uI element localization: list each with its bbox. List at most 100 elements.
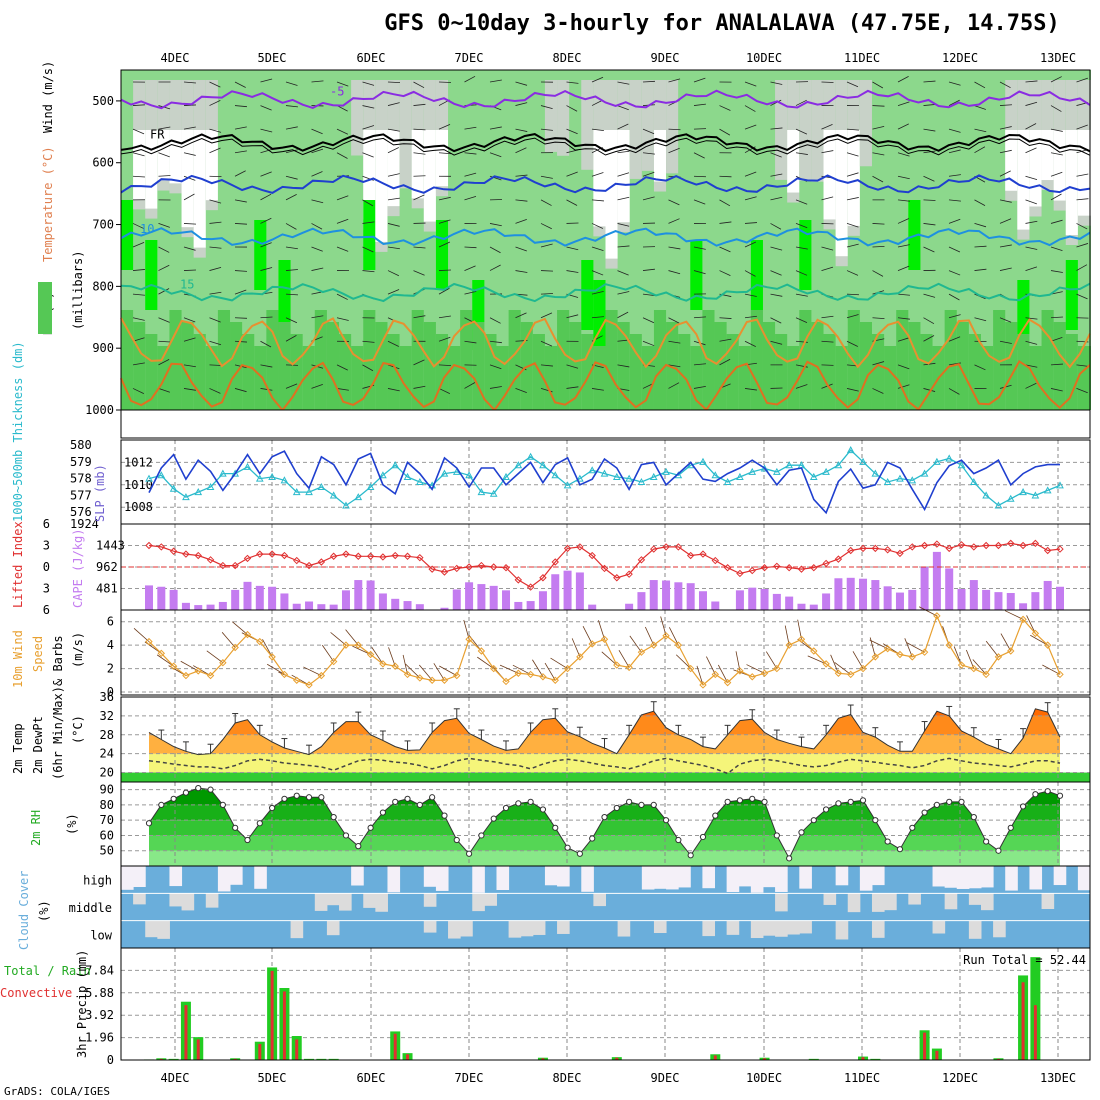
temp-2m-panel: 20 24 28 32 36 (100, 690, 1091, 783)
barb-29-3 (872, 152, 885, 156)
rh-low-31 (496, 346, 510, 410)
cloud-cell-2-54 (775, 920, 788, 937)
lifted-tick-4: 6 (43, 603, 50, 617)
cape-bar-51 (772, 593, 781, 610)
slp-line (148, 450, 1060, 515)
rh-low-51 (738, 346, 752, 410)
cape-bar-16 (341, 590, 350, 610)
barb-34-11 (999, 340, 1012, 344)
top-date-5: 9DEC (651, 51, 680, 65)
thickness-point-5 (206, 482, 215, 491)
dewpoint-line (148, 757, 1061, 775)
barb-1-12 (158, 358, 170, 366)
rh-low-42 (629, 334, 643, 410)
barb-27-10 (821, 315, 834, 319)
rh-low-43 (641, 346, 655, 410)
barb-6-2 (285, 126, 298, 130)
cloud-cell-2-70 (968, 920, 982, 939)
rh-verydry-21 (375, 130, 389, 242)
barb-15-6 (515, 218, 527, 224)
rh-low-57 (811, 322, 825, 410)
barb-37-4 (1076, 173, 1089, 177)
barb-8-7 (336, 246, 349, 252)
rh-point-38 (613, 804, 620, 812)
lifted-point-68 (982, 541, 990, 550)
cloud-cell-0-9 (230, 866, 243, 885)
barb-36-6 (1050, 219, 1063, 224)
thickness-point-27 (477, 488, 486, 496)
rh-point-44 (687, 852, 694, 859)
lifted-point-43 (674, 543, 683, 551)
thickness-point-67 (969, 477, 978, 485)
thickness-point-3 (182, 493, 190, 501)
rh-low-78 (1065, 334, 1079, 410)
rh-low-26 (435, 334, 450, 410)
cloud-cell-1-7 (205, 893, 219, 908)
rh-point-28 (490, 815, 497, 822)
rh-verydry-7 (205, 130, 219, 201)
barb-34-3 (999, 149, 1012, 154)
wind-speed-point-49 (748, 673, 756, 681)
barb-6-6 (285, 223, 297, 230)
rh-point-59 (872, 817, 879, 824)
rh-low-72 (993, 310, 1007, 410)
barb-27-0 (821, 81, 834, 83)
barb-0-10 (132, 317, 145, 321)
cape-bar-52 (785, 596, 794, 610)
barb-2-3 (183, 152, 196, 156)
wind10-barb-11 (267, 663, 285, 675)
barb-28-5 (846, 197, 859, 201)
rh-low-60 (847, 310, 861, 410)
precip-conv-bar-12 (295, 1039, 299, 1060)
cloud-cell-2-56 (799, 920, 812, 934)
barb-21-6 (668, 218, 680, 224)
barb-0-9 (132, 293, 145, 296)
barb-20-5 (642, 196, 655, 201)
barb-34-1 (999, 104, 1012, 106)
barb-14-2 (489, 126, 502, 130)
bottom-date-2: 6DEC (357, 1071, 386, 1085)
lifted-point-24 (440, 568, 449, 576)
barb-17-0 (566, 81, 579, 84)
wind10-barb-20 (388, 647, 396, 667)
rh-tick-3: 80 (100, 798, 114, 812)
barb-14-12 (489, 364, 502, 370)
barb-16-10 (540, 312, 553, 319)
barb-6-0 (285, 81, 298, 86)
rh-low-49 (714, 322, 728, 410)
rh-point-21 (404, 795, 411, 802)
rh-point-33 (552, 824, 559, 831)
cloud-cell-1-54 (775, 893, 788, 912)
cloud-cell-2-62 (871, 920, 885, 938)
barb-25-5 (770, 196, 783, 201)
rh-dry-43 (641, 80, 655, 171)
precip-conv-bar-46 (713, 1055, 717, 1060)
barb-6-11 (285, 335, 297, 342)
barb-10-7 (387, 246, 400, 250)
lifted-point-66 (957, 541, 966, 549)
lifted-point-39 (625, 570, 633, 578)
cloud-cell-0-52 (750, 866, 764, 893)
cloud-cell-0-25 (423, 866, 437, 887)
wind-speed-point-9 (256, 637, 264, 646)
barb-34-7 (999, 244, 1012, 248)
rh-column-67 (932, 70, 946, 410)
thickness-point-9 (255, 474, 264, 482)
barb-26-7 (795, 246, 808, 250)
cape-bar-6 (218, 601, 227, 610)
cape-bar-70 (1006, 593, 1015, 610)
cape-bar-59 (871, 580, 880, 610)
thickness-point-60 (883, 477, 892, 485)
wind-speed-point-31 (526, 670, 535, 679)
cape-bar-67 (969, 580, 978, 610)
cloud-cell-1-16 (314, 893, 328, 911)
thickness-point-65 (945, 454, 954, 462)
cape-bar-27 (477, 584, 486, 610)
wind10-barb-74 (1042, 664, 1061, 675)
cloud-level-low: low (90, 928, 112, 942)
barb-30-2 (897, 123, 909, 130)
wind-speed-point-8 (243, 630, 252, 639)
lifted-point-16 (342, 550, 350, 558)
rh-point-65 (946, 798, 953, 805)
barb-23-1 (719, 105, 731, 111)
